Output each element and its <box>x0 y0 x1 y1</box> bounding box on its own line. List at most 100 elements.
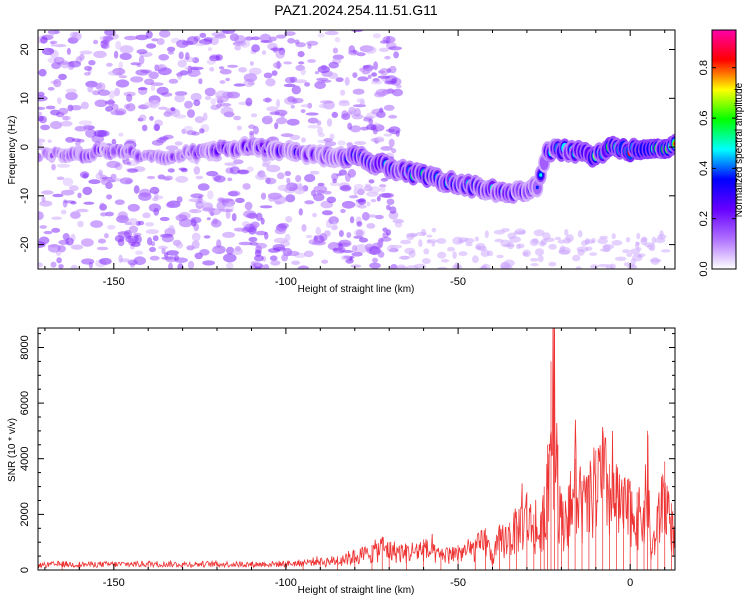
heatmap-noise-blob <box>287 250 300 257</box>
heatmap-noise-blob <box>53 56 65 64</box>
heatmap-noise-blob <box>635 241 640 250</box>
heatmap-noise-blob <box>113 178 122 182</box>
heatmap-noise-blob <box>229 166 240 175</box>
heatmap-noise-blob <box>135 250 144 256</box>
colorbar: 0.0 0.2 0.4 0.6 0.8 Normalized spectral ampl… <box>698 29 745 277</box>
heatmap-noise-blob <box>210 104 220 111</box>
heatmap-noise-blob <box>321 210 333 216</box>
heatmap-noise-blob <box>259 205 273 209</box>
heatmap-noise-blob <box>283 61 293 65</box>
heatmap-noise-blob <box>234 35 246 44</box>
heatmap-noise-blob <box>415 231 427 236</box>
heatmap-noise-blob <box>58 264 64 269</box>
heatmap-noise-blob <box>77 220 84 228</box>
heatmap-noise-blob <box>219 208 233 213</box>
heatmap-noise-blob <box>475 245 481 250</box>
heatmap-noise-blob <box>354 244 369 254</box>
heatmap-noise-blob <box>281 254 288 262</box>
heatmap-noise-blob <box>204 96 212 101</box>
heatmap-noise-blob <box>196 202 206 207</box>
heatmap-noise-blob <box>225 77 231 82</box>
heatmap-noise-blob <box>270 260 281 266</box>
spectrogram-y-tick-label: 10 <box>19 92 31 104</box>
heatmap-noise-blob <box>237 169 249 174</box>
heatmap-noise-blob <box>94 83 103 89</box>
heatmap-noise-blob <box>472 255 479 264</box>
heatmap-noise-blob <box>421 258 431 264</box>
heatmap-noise-blob <box>484 230 489 239</box>
heatmap-noise-blob <box>317 33 325 38</box>
spectrogram-x-tick-label: -150 <box>103 276 125 288</box>
heatmap-noise-blob <box>215 90 228 100</box>
heatmap-noise-blob <box>58 73 67 81</box>
heatmap-noise-blob <box>81 258 95 265</box>
heatmap-noise-blob <box>50 121 63 130</box>
heatmap-noise-blob <box>166 250 179 256</box>
heatmap-noise-blob <box>329 181 340 187</box>
heatmap-noise-blob <box>140 69 152 74</box>
heatmap-noise-blob <box>533 229 545 237</box>
heatmap-noise-blob <box>361 70 370 75</box>
heatmap-noise-blob <box>367 74 372 79</box>
heatmap-noise-blob <box>284 170 292 177</box>
heatmap-noise-blob <box>83 124 88 132</box>
heatmap-noise-blob <box>269 111 281 116</box>
heatmap-noise-blob <box>50 109 60 116</box>
heatmap-noise-blob <box>53 78 62 88</box>
heatmap-noise-blob <box>304 174 316 183</box>
heatmap-noise-blob <box>262 158 272 166</box>
heatmap-noise-blob <box>622 249 631 254</box>
heatmap-noise-blob <box>313 185 328 193</box>
heatmap-noise-blob <box>286 118 300 126</box>
snr-x-tick-label: -150 <box>103 577 125 589</box>
heatmap-noise-blob <box>217 197 225 203</box>
heatmap-noise-blob <box>142 212 151 219</box>
heatmap-noise-blob <box>564 229 569 236</box>
heatmap-noise-blob <box>38 142 43 147</box>
heatmap-noise-blob <box>370 199 377 203</box>
heatmap-noise-blob <box>47 86 55 91</box>
heatmap-noise-blob <box>186 36 199 45</box>
heatmap-noise-blob <box>38 153 42 162</box>
heatmap-noise-blob <box>522 249 531 258</box>
heatmap-noise-blob <box>341 110 349 118</box>
heatmap-noise-blob <box>227 177 233 182</box>
heatmap-noise-blob <box>366 201 371 207</box>
heatmap-noise-blob <box>378 47 390 52</box>
heatmap-noise-blob <box>317 182 325 187</box>
heatmap-noise-blob <box>139 114 147 122</box>
heatmap-noise-blob <box>88 179 101 185</box>
heatmap-noise-blob <box>375 136 385 142</box>
heatmap-noise-blob <box>368 118 374 125</box>
heatmap-noise-blob <box>118 132 124 137</box>
heatmap-noise-blob <box>324 30 339 36</box>
heatmap-noise-blob <box>312 212 317 218</box>
heatmap-noise-blob <box>168 78 179 84</box>
heatmap-noise-blob <box>332 221 338 230</box>
heatmap-noise-blob <box>194 43 206 47</box>
heatmap-noise-blob <box>269 36 277 42</box>
heatmap-noise-blob <box>316 120 322 126</box>
heatmap-noise-blob <box>611 233 616 240</box>
heatmap-noise-blob <box>114 87 121 97</box>
heatmap-noise-blob <box>58 107 69 115</box>
heatmap-noise-blob <box>115 40 122 50</box>
heatmap-noise-blob <box>365 214 378 218</box>
heatmap-noise-blob <box>190 66 204 70</box>
heatmap-noise-blob <box>307 124 320 129</box>
heatmap-noise-blob <box>104 30 116 36</box>
heatmap-noise-blob <box>301 224 307 232</box>
heatmap-noise-blob <box>150 241 156 247</box>
heatmap-noise-blob <box>48 30 55 37</box>
heatmap-noise-blob <box>233 115 242 121</box>
heatmap-noise-blob <box>245 36 254 41</box>
heatmap-noise-blob <box>186 130 197 136</box>
heatmap-noise-blob <box>177 59 187 68</box>
heatmap-noise-blob <box>241 221 250 227</box>
snr-x-axis-label: Height of straight line (km) <box>298 585 415 596</box>
heatmap-noise-blob <box>486 250 494 257</box>
heatmap-noise-blob <box>63 200 76 204</box>
heatmap-noise-blob <box>151 38 159 42</box>
heatmap-noise-blob <box>640 237 648 246</box>
heatmap-noise-blob <box>251 36 261 41</box>
